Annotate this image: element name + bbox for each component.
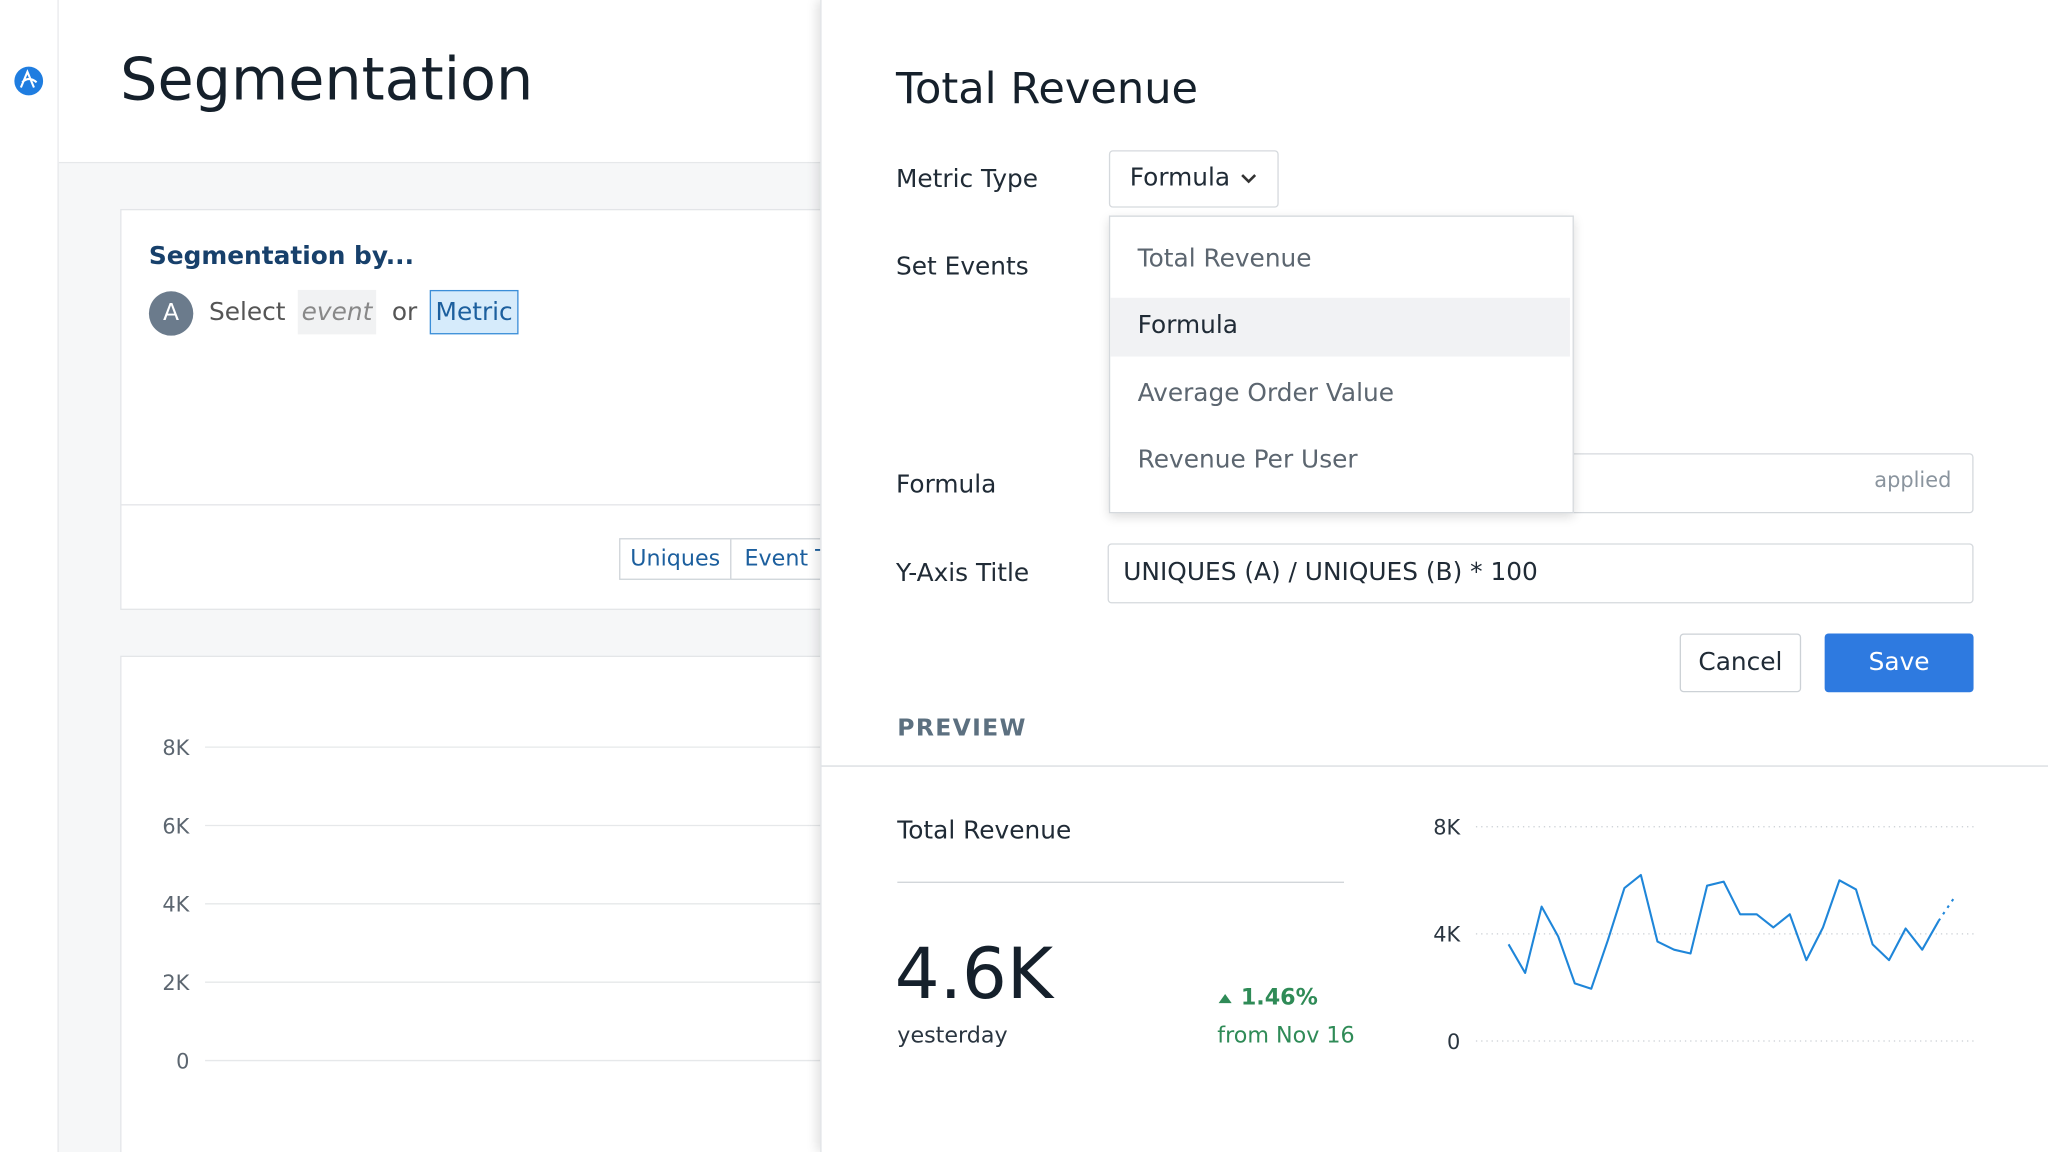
preview-chart: 8K 4K 0	[1433, 816, 1975, 1054]
background-chart: 8K 6K 4K 2K 0	[162, 736, 852, 1073]
page-title: Segmentation	[120, 44, 534, 114]
preview-period: yesterday	[897, 1022, 1008, 1049]
save-button[interactable]: Save	[1824, 633, 1974, 693]
up-arrow	[1218, 993, 1232, 1004]
dropdown-option[interactable]: Total Revenue	[1137, 244, 1312, 273]
y-axis-title-label: Y-Axis Title	[895, 559, 1030, 588]
y-tick-label: 8K	[1433, 816, 1461, 840]
sidebar	[0, 0, 59, 1152]
dropdown-option[interactable]: Average Order Value	[1137, 378, 1394, 407]
y-tick-label: 2K	[162, 971, 190, 995]
series-line	[1507, 873, 1940, 990]
panel-title: Total Revenue	[895, 62, 1199, 114]
y-tick-label: 8K	[162, 736, 190, 760]
divider	[121, 504, 853, 506]
preview-change: 1.46%	[1240, 984, 1318, 1011]
divider	[897, 881, 1344, 883]
logo[interactable]	[0, 0, 57, 131]
preview-compare: from Nov 16	[1217, 1022, 1355, 1049]
metric-type-value[interactable]: Formula	[1129, 163, 1231, 192]
dropdown-option[interactable]: Formula	[1137, 311, 1238, 340]
y-tick-label: 4K	[162, 893, 190, 917]
option-highlight	[1110, 298, 1570, 357]
header	[58, 0, 843, 164]
select-text: Select	[208, 297, 286, 327]
segmentation-heading: Segmentation by...	[148, 241, 415, 271]
preview-heading: PREVIEW	[897, 714, 1027, 742]
y-axis-title-input[interactable]	[1107, 543, 1974, 604]
y-axis-title-value[interactable]: UNIQUES (A) / UNIQUES (B) * 100	[1123, 557, 1538, 587]
or-text: or	[391, 297, 418, 327]
divider	[821, 765, 2048, 767]
y-tick-label: 0	[176, 1049, 189, 1073]
badge: A	[148, 291, 194, 336]
y-tick-label: 4K	[1433, 923, 1461, 947]
preview-value: 4.6K	[894, 932, 1054, 1015]
formula-label: Formula	[895, 470, 997, 499]
y-tick-label: 6K	[162, 814, 190, 838]
preview-title: Total Revenue	[897, 816, 1072, 846]
series-line	[1937, 895, 1957, 922]
uniques-button[interactable]: Uniques	[619, 538, 732, 580]
cancel-button[interactable]: Cancel	[1679, 633, 1802, 693]
dropdown	[1108, 215, 1574, 514]
chevron	[1241, 174, 1257, 184]
y-tick-label: 0	[1447, 1030, 1460, 1054]
event-picker[interactable]: event	[297, 289, 377, 335]
metric-button[interactable]: Metric	[429, 289, 519, 335]
metric-type-label: Metric Type	[895, 164, 1039, 194]
dropdown-option[interactable]: Revenue Per User	[1137, 445, 1358, 474]
formula-hint: applied	[1874, 467, 1952, 493]
set-events-label: Set Events	[895, 252, 1029, 281]
